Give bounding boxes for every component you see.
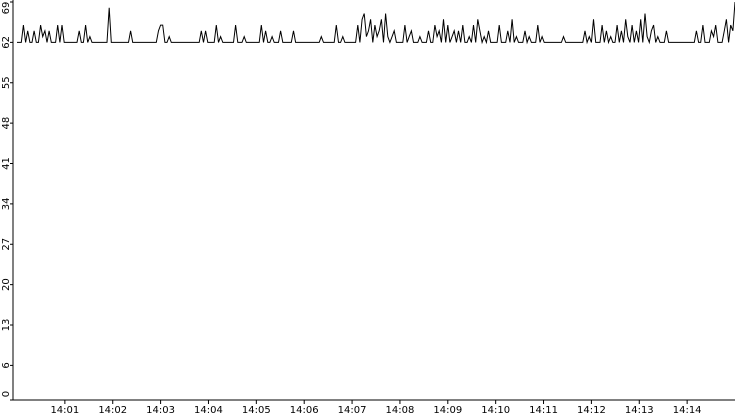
y-tick-label: 20 (1, 278, 12, 291)
x-tick-label: 14:07 (338, 405, 367, 415)
y-tick-label: 27 (1, 238, 12, 251)
y-tick-label: 41 (1, 157, 12, 170)
x-tick-label: 14:05 (242, 405, 271, 415)
y-tick-label: 34 (1, 198, 12, 211)
x-tick-label: 14:09 (433, 405, 462, 415)
x-tick-label: 14:10 (481, 405, 510, 415)
y-tick-label: 0 (1, 391, 12, 397)
x-tick-label: 14:13 (625, 405, 654, 415)
x-tick-label: 14:12 (577, 405, 606, 415)
x-tick-label: 14:04 (194, 405, 223, 415)
x-tick-label: 14:08 (386, 405, 415, 415)
line-series (17, 1, 735, 45)
y-tick-label: 55 (1, 76, 12, 89)
x-tick-label: 14:01 (50, 405, 79, 415)
y-tick-label: 62 (1, 36, 12, 49)
y-tick-label: 13 (1, 319, 12, 332)
y-tick-label: 69 (1, 2, 12, 15)
x-tick-label: 14:02 (98, 405, 127, 415)
x-tick-label: 14:03 (146, 405, 175, 415)
y-tick-label: 48 (1, 117, 12, 130)
y-tick-label: 6 (1, 362, 12, 368)
x-tick-label: 14:06 (290, 405, 319, 415)
x-tick-label: 14:14 (673, 405, 702, 415)
x-tick-label: 14:11 (529, 405, 558, 415)
